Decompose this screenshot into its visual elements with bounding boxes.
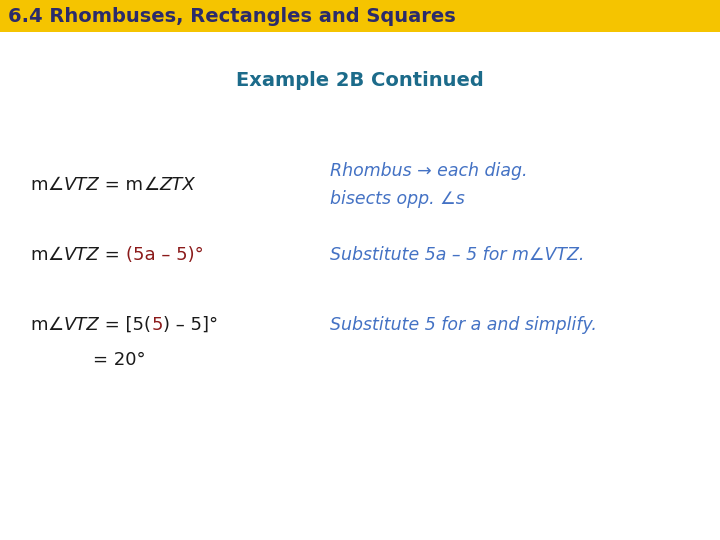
Text: VTZ: VTZ xyxy=(63,246,99,264)
Text: ) – 5]°: ) – 5]° xyxy=(163,316,218,334)
Text: ZTX: ZTX xyxy=(160,176,195,194)
Text: bisects opp. ∠s: bisects opp. ∠s xyxy=(330,190,464,208)
Text: VTZ: VTZ xyxy=(63,176,99,194)
FancyBboxPatch shape xyxy=(0,0,720,32)
Text: ∠: ∠ xyxy=(143,176,160,194)
Text: ∠: ∠ xyxy=(48,316,63,334)
Text: (5a – 5)°: (5a – 5)° xyxy=(126,246,204,264)
Text: m: m xyxy=(30,176,48,194)
Text: ∠: ∠ xyxy=(48,176,63,194)
Text: 5: 5 xyxy=(151,316,163,334)
Text: 6.4 Rhombuses, Rectangles and Squares: 6.4 Rhombuses, Rectangles and Squares xyxy=(8,6,456,25)
Text: ∠: ∠ xyxy=(48,246,63,264)
Text: =: = xyxy=(99,246,126,264)
Text: Rhombus → each diag.: Rhombus → each diag. xyxy=(330,162,528,180)
Text: Substitute 5 for a and simplify.: Substitute 5 for a and simplify. xyxy=(330,316,597,334)
Text: m: m xyxy=(30,246,48,264)
Text: m: m xyxy=(30,316,48,334)
Text: = 20°: = 20° xyxy=(93,351,145,369)
Text: Example 2B Continued: Example 2B Continued xyxy=(236,71,484,90)
Text: VTZ: VTZ xyxy=(63,316,99,334)
Text: = [5(: = [5( xyxy=(99,316,151,334)
Text: Substitute 5a – 5 for m∠VTZ.: Substitute 5a – 5 for m∠VTZ. xyxy=(330,246,585,264)
Text: = m: = m xyxy=(99,176,143,194)
